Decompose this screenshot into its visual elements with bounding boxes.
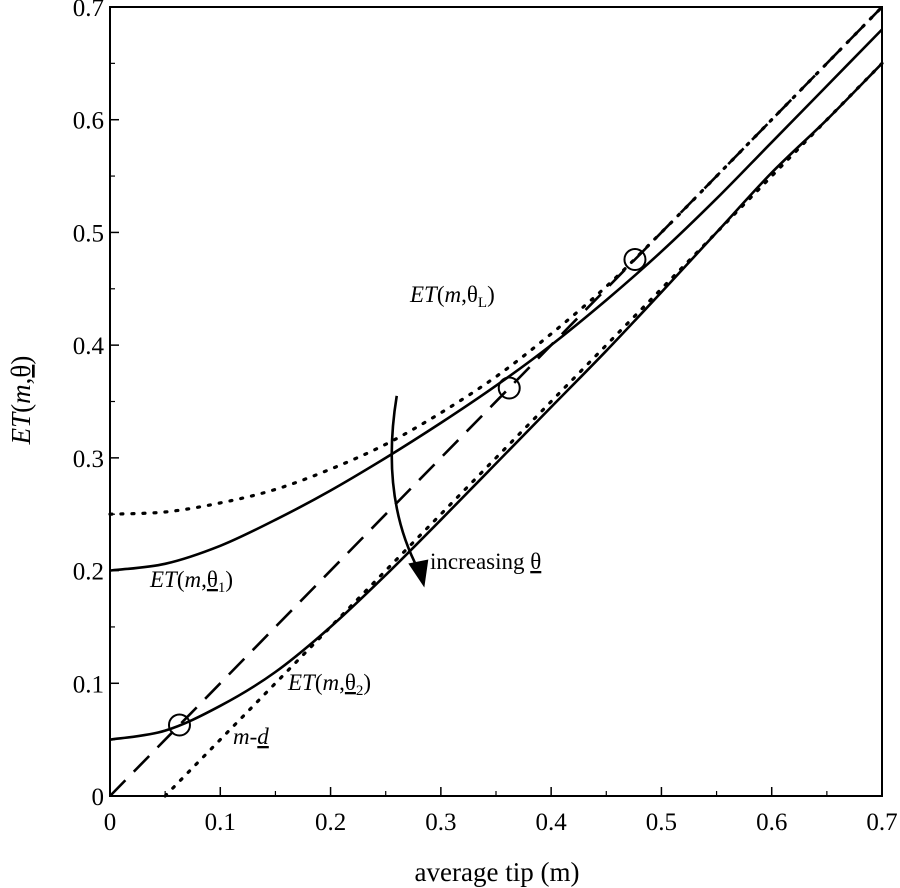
y-tick-label: 0.3	[73, 446, 104, 473]
intersection-marker	[623, 247, 647, 271]
arrow-layer	[390, 395, 429, 588]
annotation-m-minus-d: m-d	[233, 724, 269, 749]
annotation-et-theta-2: ET(m,θ2)	[287, 670, 371, 699]
x-tick-label: 0.2	[315, 809, 346, 836]
x-tick-label: 0.6	[756, 809, 787, 836]
series-et-theta-1	[109, 28, 883, 572]
series-layer	[108, 5, 884, 798]
y-tick-label: 0.1	[73, 671, 104, 698]
y-tick-label: 0.5	[73, 220, 104, 247]
increasing-theta-arrow	[390, 395, 420, 571]
x-tick-label: 0	[104, 809, 117, 836]
series-et-theta-2	[109, 62, 883, 741]
x-tick-label: 0.4	[536, 809, 568, 836]
marker-layer	[167, 247, 647, 737]
x-axis-label: average tip (m)	[415, 857, 580, 887]
y-axis-label: ET(m,θ)	[6, 356, 36, 446]
x-tick-label: 0.7	[866, 809, 897, 836]
intersection-marker	[497, 376, 521, 400]
intersection-marker	[167, 713, 191, 737]
series-et-theta-l	[108, 5, 884, 516]
y-tick-label: 0.2	[73, 559, 104, 586]
series-diagonal-dashed	[109, 6, 883, 797]
x-tick-label: 0.1	[205, 809, 236, 836]
y-tick-label: 0.6	[73, 108, 104, 135]
annotation-increasing-theta: increasing θ	[430, 549, 541, 574]
x-tick-label: 0.3	[425, 809, 456, 836]
tick-layer: 0 0.1 0.2 0.3 0.4 0.5 0.6 0.7 0 0.1 0.2 0.3 0.4 0.5 0.…	[73, 0, 898, 836]
y-tick-label: 0.7	[73, 0, 104, 22]
arrow-head	[408, 559, 429, 588]
annotation-et-theta-1: ET(m,θ1)	[149, 567, 233, 596]
annotation-et-theta-l: ET(m,θL)	[409, 282, 495, 311]
x-tick-label: 0.5	[646, 809, 677, 836]
y-tick-label: 0.4	[73, 333, 105, 360]
y-tick-label: 0	[92, 784, 105, 811]
series-m-minus-d	[163, 61, 884, 798]
